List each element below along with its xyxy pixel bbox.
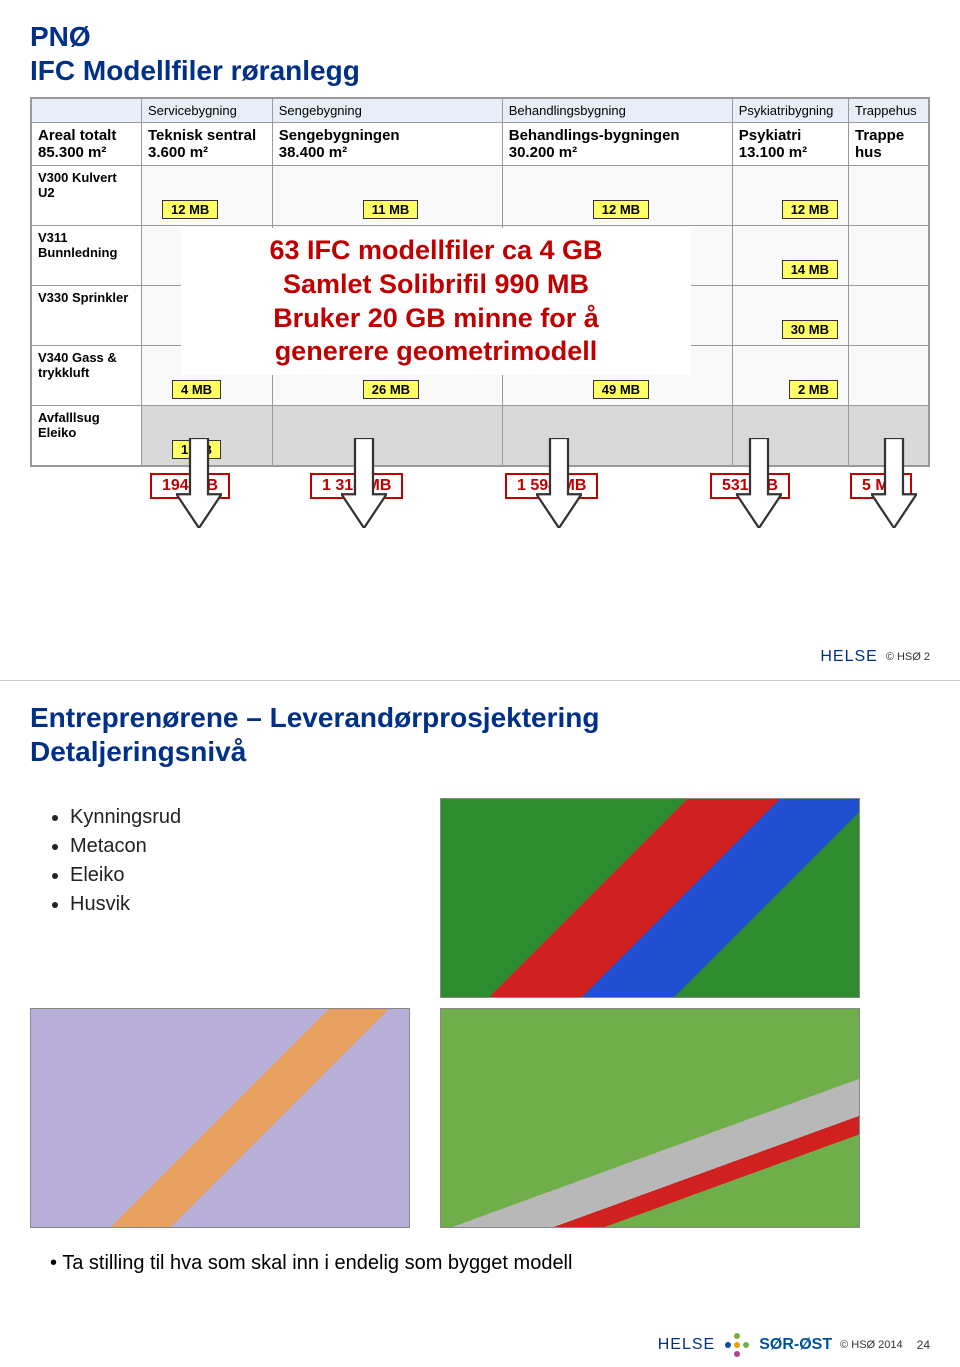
s2-title-l2: Detaljeringsnivå (30, 735, 930, 769)
area-label: Areal totalt 85.300 m² (32, 123, 142, 166)
copyright-2: © HSØ 2014 (840, 1339, 903, 1351)
r0c4 (849, 166, 929, 226)
row-0: V300 Kulvert U2 12 MB 11 MB 12 MB 12 MB (32, 166, 929, 226)
c2v: 30.200 m² (509, 144, 726, 161)
area-row: Areal totalt 85.300 m² Teknisk sentral3.… (32, 123, 929, 166)
slide-2: Entreprenørene – Leverandørprosjektering… (0, 681, 960, 1367)
slide2-title: Entreprenørene – Leverandørprosjektering… (30, 701, 930, 768)
r0v3: 12 MB (782, 200, 838, 219)
slide1-title: PNØ IFC Modellfiler røranlegg (30, 20, 930, 87)
r2c4 (849, 286, 929, 346)
hcol-2: Sengebygning (272, 99, 502, 123)
r0v2: 12 MB (593, 200, 649, 219)
area-c1: Sengebygningen38.400 m² (272, 123, 502, 166)
render-image-3 (440, 1008, 860, 1228)
c1t: Sengebygningen (279, 127, 496, 144)
r0c1: 11 MB (272, 166, 502, 226)
r3v3: 2 MB (789, 380, 838, 399)
area-label-v: 85.300 m² (38, 144, 135, 161)
r3v2: 49 MB (593, 380, 649, 399)
logo-helse: HELSE (820, 648, 877, 666)
bullet-2: Eleiko (70, 864, 410, 887)
r1v3: 14 MB (782, 260, 838, 279)
row1-label: V311 Bunnledning (32, 226, 142, 286)
bullet-3: Husvik (70, 893, 410, 916)
r4c1 (272, 406, 502, 466)
r3v0: 4 MB (172, 380, 221, 399)
c1v: 38.400 m² (279, 144, 496, 161)
area-c2: Behandlings-bygningen30.200 m² (502, 123, 732, 166)
render-image-2 (30, 1008, 410, 1228)
logo-helse-2: HELSE (658, 1336, 715, 1354)
c3t: Psykiatri (739, 127, 842, 144)
c4t: Trappe hus (855, 127, 922, 161)
r1c3: 14 MB (732, 226, 848, 286)
ov-l0: 63 IFC modellfiler ca 4 GB (191, 234, 681, 268)
area-c4: Trappe hus (849, 123, 929, 166)
c0v: 3.600 m² (148, 144, 266, 161)
hcol-0 (32, 99, 142, 123)
title-line1: PNØ (30, 20, 930, 54)
r0v0: 12 MB (162, 200, 218, 219)
closing-line: • Ta stilling til hva som skal inn i end… (50, 1252, 930, 1275)
page-number: 24 (917, 1338, 930, 1352)
c0t: Teknisk sentral (148, 127, 266, 144)
r0c3: 12 MB (732, 166, 848, 226)
ov-l1: Samlet Solibrifil 990 MB (191, 268, 681, 302)
r0c2: 12 MB (502, 166, 732, 226)
row2-label: V330 Sprinkler (32, 286, 142, 346)
hcol-1: Servicebygning (142, 99, 273, 123)
slide-1: PNØ IFC Modellfiler røranlegg Servicebyg… (0, 0, 960, 680)
arrow-icon-4 (736, 438, 782, 528)
slide1-footer: HELSE © HSØ 2 (820, 648, 930, 666)
bullet-1: Metacon (70, 835, 410, 858)
header-row: Servicebygning Sengebygning Behandlingsb… (32, 99, 929, 123)
area-label-t: Areal totalt (38, 127, 135, 144)
area-c3: Psykiatri13.100 m² (732, 123, 848, 166)
r3c3: 2 MB (732, 346, 848, 406)
bullet-0: Kynningsrud (70, 806, 410, 829)
totals-row: 194 MB 1 318 MB 1 594 MB 531 MB 5 MB (30, 473, 930, 503)
hcol-5: Trappehus (849, 99, 929, 123)
overlay-summary: 63 IFC modellfiler ca 4 GB Samlet Solibr… (181, 228, 691, 375)
slide2-content: Kynningsrud Metacon Eleiko Husvik • Ta s… (30, 778, 930, 1275)
ov-l3: generere geometrimodell (191, 335, 681, 369)
r0c0: 12 MB (142, 166, 273, 226)
hcol-4: Psykiatribygning (732, 99, 848, 123)
arrow-icon-3 (536, 438, 582, 528)
ov-l2: Bruker 20 GB minne for å (191, 302, 681, 336)
logo-dots-icon (725, 1333, 749, 1357)
arrow-icon-2 (341, 438, 387, 528)
row-4: Avfalllsug Eleiko 1 MB (32, 406, 929, 466)
bullet-list: Kynningsrud Metacon Eleiko Husvik (70, 806, 410, 980)
render-image-1 (440, 798, 860, 998)
row4-label: Avfalllsug Eleiko (32, 406, 142, 466)
data-table: Servicebygning Sengebygning Behandlingsb… (30, 97, 930, 467)
r3v1: 26 MB (363, 380, 419, 399)
r0v1: 11 MB (363, 200, 419, 219)
r1c4 (849, 226, 929, 286)
copyright: © HSØ 2 (886, 651, 930, 663)
s2-title-l1: Entreprenørene – Leverandørprosjektering (30, 701, 930, 735)
logo-sor: SØR-ØST (759, 1336, 832, 1354)
arrow-icon-5 (871, 438, 917, 528)
area-c0: Teknisk sentral3.600 m² (142, 123, 273, 166)
row0-label: V300 Kulvert U2 (32, 166, 142, 226)
hcol-3: Behandlingsbygning (502, 99, 732, 123)
arrow-icon-1 (176, 438, 222, 528)
row3-label: V340 Gass & trykkluft (32, 346, 142, 406)
slide2-footer: HELSE SØR-ØST © HSØ 2014 24 (658, 1333, 930, 1357)
r3c4 (849, 346, 929, 406)
closing-text: Ta stilling til hva som skal inn i endel… (62, 1252, 572, 1274)
r2v3: 30 MB (782, 320, 838, 339)
c3v: 13.100 m² (739, 144, 842, 161)
c2t: Behandlings-bygningen (509, 127, 726, 144)
r2c3: 30 MB (732, 286, 848, 346)
title-line2: IFC Modellfiler røranlegg (30, 54, 930, 88)
